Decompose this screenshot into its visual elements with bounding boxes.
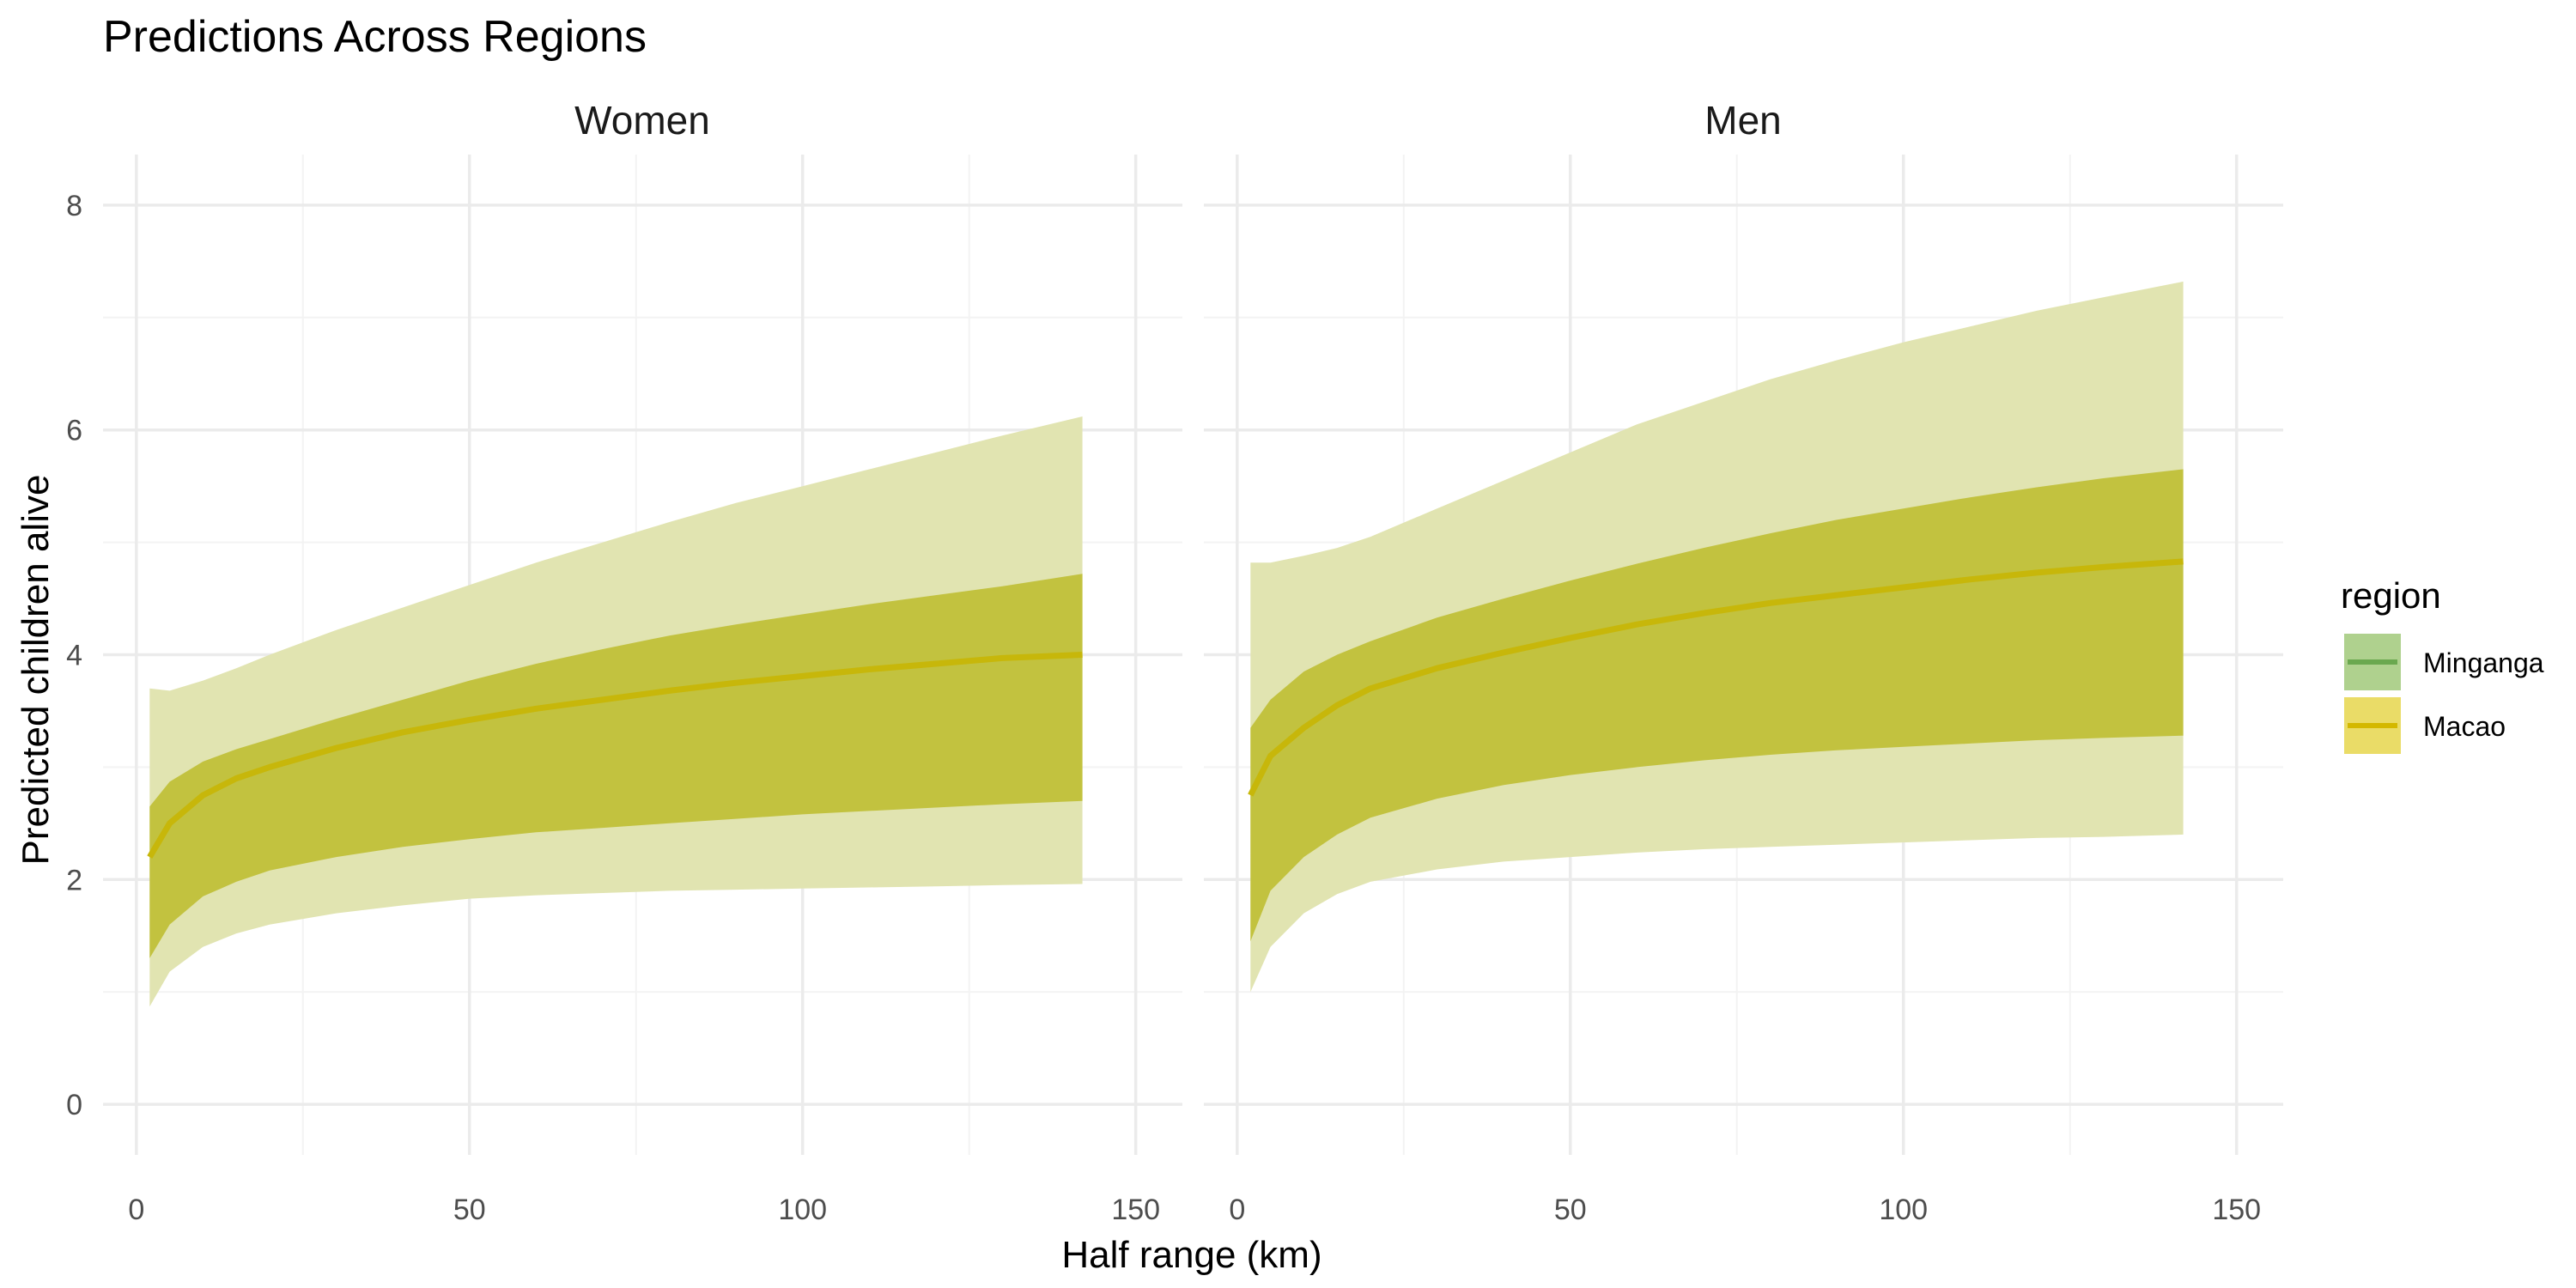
y-tick-label: 4 bbox=[66, 640, 82, 672]
legend-label-minganga: Minganga bbox=[2423, 647, 2544, 678]
x-tick-label: 50 bbox=[453, 1194, 486, 1226]
y-tick-label: 8 bbox=[66, 190, 82, 222]
chart-title: Predictions Across Regions bbox=[103, 12, 647, 62]
legend: region Minganga Macao bbox=[2341, 575, 2544, 754]
x-tick-label: 150 bbox=[1111, 1194, 1160, 1226]
x-tick-label: 100 bbox=[778, 1194, 827, 1226]
panel-women: Women bbox=[103, 98, 1182, 1155]
y-tick-label: 6 bbox=[66, 415, 82, 447]
legend-title: region bbox=[2341, 575, 2441, 616]
mean-prediction-line bbox=[147, 652, 1083, 859]
x-axis-ticks: 0 50 100 150 0 50 100 150 bbox=[128, 1194, 2261, 1226]
x-tick-label: 0 bbox=[128, 1194, 144, 1226]
x-tick-label: 150 bbox=[2212, 1194, 2261, 1226]
x-tick-label: 0 bbox=[1229, 1194, 1245, 1226]
panel-label-men: Men bbox=[1704, 98, 1781, 143]
y-axis-ticks: 0 2 4 6 8 bbox=[66, 190, 82, 1121]
panel-men: Men bbox=[1204, 98, 2283, 1155]
mean-prediction-line bbox=[1248, 558, 2184, 797]
y-tick-label: 0 bbox=[66, 1089, 82, 1121]
x-tick-label: 100 bbox=[1879, 1194, 1928, 1226]
confidence-interval-band bbox=[1250, 469, 2184, 942]
y-tick-label: 2 bbox=[66, 864, 82, 896]
x-tick-label: 50 bbox=[1554, 1194, 1587, 1226]
panel-label-women: Women bbox=[574, 98, 710, 143]
x-axis-title: Half range (km) bbox=[1061, 1234, 1321, 1276]
y-axis-title: Predicted children alive bbox=[15, 475, 57, 866]
legend-label-macao: Macao bbox=[2423, 711, 2506, 742]
